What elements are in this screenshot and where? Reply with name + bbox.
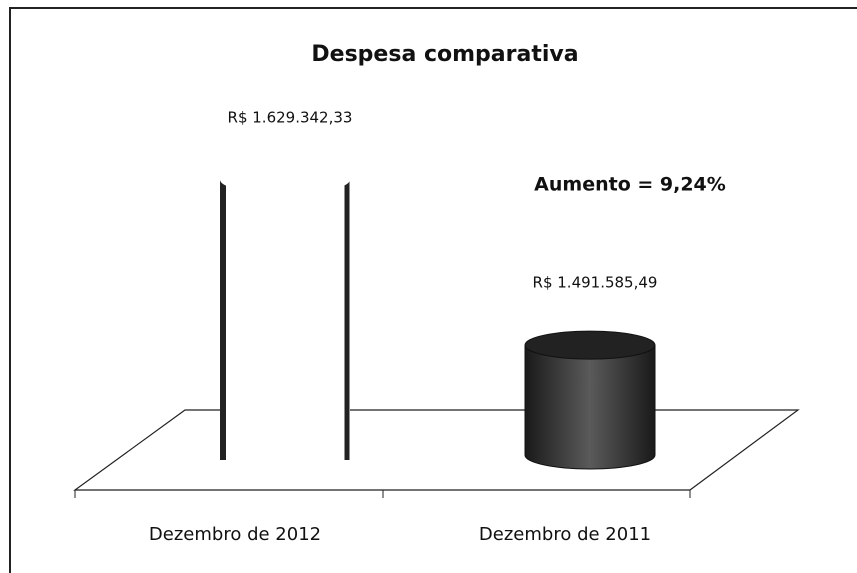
bar-body <box>220 179 350 470</box>
bar <box>220 165 350 470</box>
value-label: R$ 1.629.342,33 <box>228 108 353 126</box>
x-tick-label: Dezembro de 2012 <box>149 524 321 545</box>
bar-body <box>524 344 656 470</box>
value-label: R$ 1.491.585,49 <box>533 274 658 292</box>
chart-title: Despesa comparativa <box>311 42 578 67</box>
x-tick-label: Dezembro de 2011 <box>479 524 651 545</box>
bar-top <box>524 330 656 360</box>
bar-top <box>220 165 350 194</box>
annotation: Aumento = 9,24% <box>534 174 726 196</box>
frame <box>9 7 857 573</box>
floor <box>73 409 800 491</box>
bar <box>524 330 656 470</box>
